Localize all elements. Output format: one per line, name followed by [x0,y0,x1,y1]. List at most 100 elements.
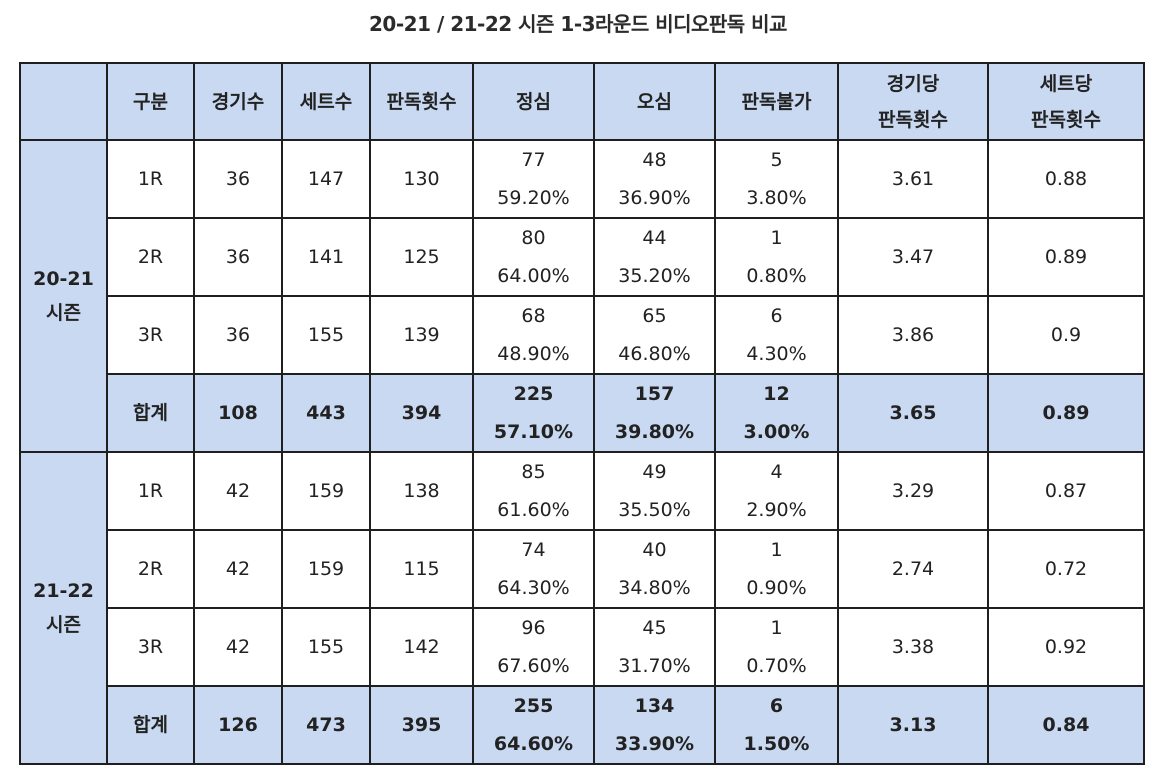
correct-cell: 77 59.20% [472,139,595,219]
table-row: 3R 42 155 142 96 67.60% 45 31.70% 1 0.70% 3.38 0.92 [20,607,1145,687]
round-cell: 합계 [106,685,195,765]
correct-cell-percent: 67.60% [497,655,570,677]
undecidable-cell-percent: 1.50% [743,733,810,755]
header-cell-per-set: 세트당 판독횟수 [987,62,1145,141]
wrong-cell-count: 157 [634,383,675,405]
correct-cell-count: 74 [521,539,546,561]
round-cell: 2R [106,217,195,297]
undecidable-cell: 6 1.50% [714,685,839,765]
header-cell-per-game: 경기당 판독횟수 [837,62,989,141]
games-cell: 42 [193,451,283,531]
undecidable-cell-percent: 0.90% [746,577,807,599]
correct-cell-count: 85 [521,461,546,483]
correct-cell: 85 61.60% [472,451,595,531]
sets-cell: 155 [281,607,371,687]
wrong-cell-percent: 46.80% [618,343,691,365]
sets-cell: 473 [281,685,371,765]
sets-cell: 155 [281,295,371,375]
undecidable-cell-percent: 3.80% [746,187,807,209]
correct-cell: 74 64.30% [472,529,595,609]
undecidable-cell-count: 1 [770,617,783,639]
season-suffix: 시즌 [46,302,81,324]
wrong-cell: 157 39.80% [593,373,716,453]
undecidable-cell: 1 0.90% [714,529,839,609]
sets-cell: 159 [281,529,371,609]
correct-cell-count: 255 [513,695,554,717]
reviews-cell: 138 [369,451,474,531]
wrong-cell-percent: 33.90% [614,733,695,755]
per-set-cell: 0.87 [987,451,1145,531]
table-row: 21-22 시즌 1R 42 159 138 85 61.60% 49 35.50% 4 2.90% 3… [19,451,1145,765]
undecidable-cell: 5 3.80% [714,139,839,219]
reviews-cell: 130 [369,139,474,219]
wrong-cell: 44 35.20% [593,217,716,297]
per-game-cell: 2.74 [837,529,989,609]
season-name: 20-21 [33,268,94,290]
games-cell: 42 [193,607,283,687]
correct-cell-count: 96 [521,617,546,639]
correct-cell: 225 57.10% [472,373,595,453]
reviews-cell: 139 [369,295,474,375]
per-set-cell: 0.89 [987,373,1145,453]
undecidable-cell-count: 12 [763,383,790,405]
undecidable-cell: 4 2.90% [714,451,839,531]
season-label: 21-22 시즌 [19,451,108,765]
undecidable-cell-percent: 4.30% [746,343,807,365]
sets-cell: 443 [281,373,371,453]
correct-cell-percent: 57.10% [493,421,574,443]
wrong-cell: 49 35.50% [593,451,716,531]
correct-cell: 255 64.60% [472,685,595,765]
round-cell: 3R [106,295,195,375]
undecidable-cell-percent: 0.70% [746,655,807,677]
header-row: 구분 경기수 세트수 판독횟수 정심 오심 판독불가 경기당 판독횟수 세트당 판독… [19,62,1145,141]
round-cell: 3R [106,607,195,687]
correct-cell-percent: 64.00% [497,265,570,287]
undecidable-cell: 6 4.30% [714,295,839,375]
wrong-cell-percent: 35.20% [618,265,691,287]
round-cell: 합계 [106,373,195,453]
reviews-cell: 394 [369,373,474,453]
games-cell: 126 [193,685,283,765]
per-set-cell: 0.92 [987,607,1145,687]
per-game-cell: 3.13 [837,685,989,765]
reviews-cell: 142 [369,607,474,687]
undecidable-cell-count: 1 [770,227,783,249]
reviews-cell: 125 [369,217,474,297]
wrong-cell-count: 44 [642,227,667,249]
undecidable-cell-percent: 0.80% [746,265,807,287]
wrong-cell-percent: 31.70% [618,655,691,677]
sets-cell: 159 [281,451,371,531]
season-suffix: 시즌 [46,614,81,636]
wrong-cell-percent: 34.80% [618,577,691,599]
table-row: 20-21 시즌 1R 36 147 130 77 59.20% 48 36.90% 5 3.80% 3… [19,139,1145,453]
wrong-cell: 45 31.70% [593,607,716,687]
sets-cell: 147 [281,139,371,219]
wrong-cell: 65 46.80% [593,295,716,375]
correct-cell-count: 225 [513,383,554,405]
header-cell-wrong: 오심 [593,62,716,141]
correct-cell-percent: 61.60% [497,499,570,521]
round-cell: 1R [106,139,195,219]
correct-cell-percent: 64.30% [497,577,570,599]
header-cell-undecidable: 판독불가 [714,62,839,141]
per-game-cell: 3.38 [837,607,989,687]
table-total-row: 합계 126 473 395 255 64.60% 134 33.90% 6 1.50% 3.13 0… [20,685,1145,765]
per-game-cell: 3.65 [837,373,989,453]
per-set-cell: 0.72 [987,529,1145,609]
table-row: 2R 42 159 115 74 64.30% 40 34.80% 1 0.90% 2.74 0.72 [20,529,1145,609]
undecidable-cell-count: 6 [770,305,783,327]
undecidable-cell: 12 3.00% [714,373,839,453]
correct-cell-count: 77 [521,149,546,171]
header-cell-sets: 세트수 [281,62,371,141]
undecidable-cell-percent: 2.90% [746,499,807,521]
season-label: 20-21 시즌 [19,139,108,453]
reviews-cell: 115 [369,529,474,609]
wrong-cell-percent: 35.50% [618,499,691,521]
per-set-cell: 0.84 [987,685,1145,765]
header-cell-reviews: 판독횟수 [369,62,474,141]
per-game-cell: 3.29 [837,451,989,531]
round-cell: 1R [106,451,195,531]
wrong-cell: 134 33.90% [593,685,716,765]
games-cell: 36 [193,217,283,297]
sets-cell: 141 [281,217,371,297]
